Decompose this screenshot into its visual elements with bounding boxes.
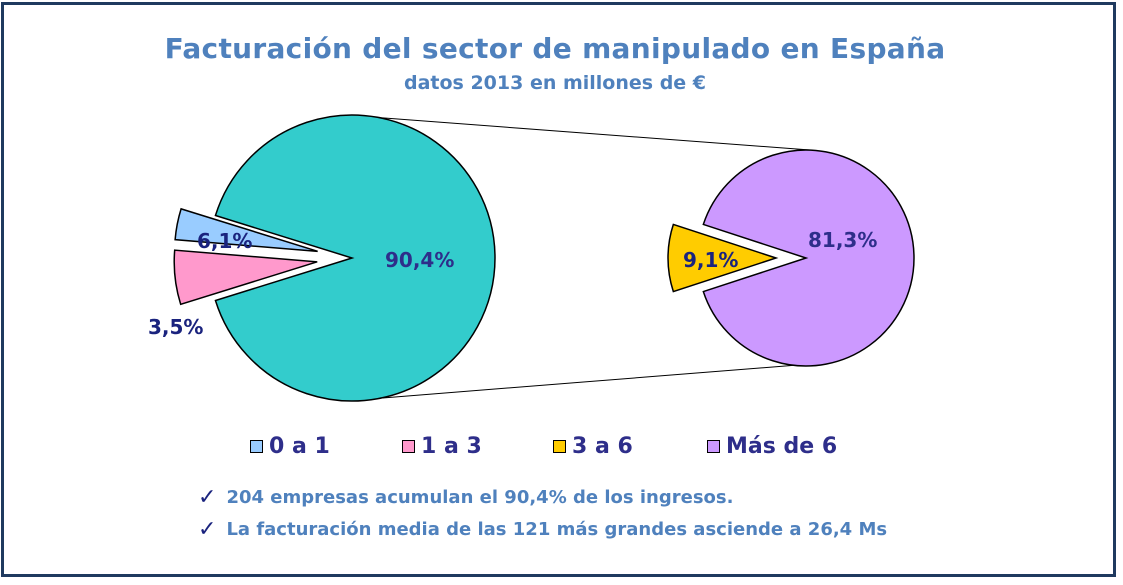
pie-slice-0-a-1 (174, 207, 318, 253)
check-icon: ✓ (198, 485, 217, 510)
connector-line-bottom (356, 363, 811, 401)
connector-lines (356, 115, 811, 401)
slice-label-m-s-de-6: 81,3% (808, 228, 877, 252)
main-pie (173, 114, 496, 402)
pie-slice-1-a-3 (173, 249, 318, 306)
note-2: ✓ La facturación media de las 121 más gr… (198, 517, 887, 542)
pie-slice-3-a-6 (667, 223, 779, 293)
legend-swatch (553, 440, 566, 453)
slice-label-0-a-1: 3,5% (148, 315, 203, 339)
legend-swatch (707, 440, 720, 453)
legend-item-mas-de-6: Más de 6 (707, 434, 837, 459)
note-text: La facturación media de las 121 más gran… (226, 519, 888, 540)
legend-swatch (402, 440, 415, 453)
legend-swatch (250, 440, 263, 453)
connector-line-top (356, 115, 811, 151)
note-text: 204 empresas acumulan el 90,4% de los in… (226, 487, 734, 508)
pie-slice-m-s-de-6 (702, 149, 915, 367)
legend-label: 1 a 3 (421, 434, 482, 459)
check-icon: ✓ (198, 517, 217, 542)
legend-item-0-a-1: 0 a 1 (250, 434, 330, 459)
legend-item-1-a-3: 1 a 3 (402, 434, 482, 459)
chart-legend: 0 a 1 1 a 3 3 a 6 Más de 6 (0, 434, 1123, 464)
slice-label-3-a-6: 9,1% (683, 248, 738, 272)
slice-labels: 3,5% 6,1% 90,4% 9,1% 81,3% (148, 228, 877, 339)
note-1: ✓ 204 empresas acumulan el 90,4% de los … (198, 485, 733, 510)
slice-label-3-a-6-m-s-de-6: 90,4% (385, 248, 454, 272)
legend-label: Más de 6 (726, 434, 838, 459)
chart-title: Facturación del sector de manipulado en … (164, 32, 946, 65)
chart-subtitle: datos 2013 en millones de € (403, 72, 707, 94)
legend-label: 0 a 1 (269, 434, 330, 459)
pie-slice-3-a-6-m-s-de-6 (214, 114, 496, 402)
secondary-pie (667, 149, 915, 367)
legend-label: 3 a 6 (572, 434, 633, 459)
slice-label-1-a-3: 6,1% (197, 229, 252, 253)
legend-item-3-a-6: 3 a 6 (553, 434, 633, 459)
